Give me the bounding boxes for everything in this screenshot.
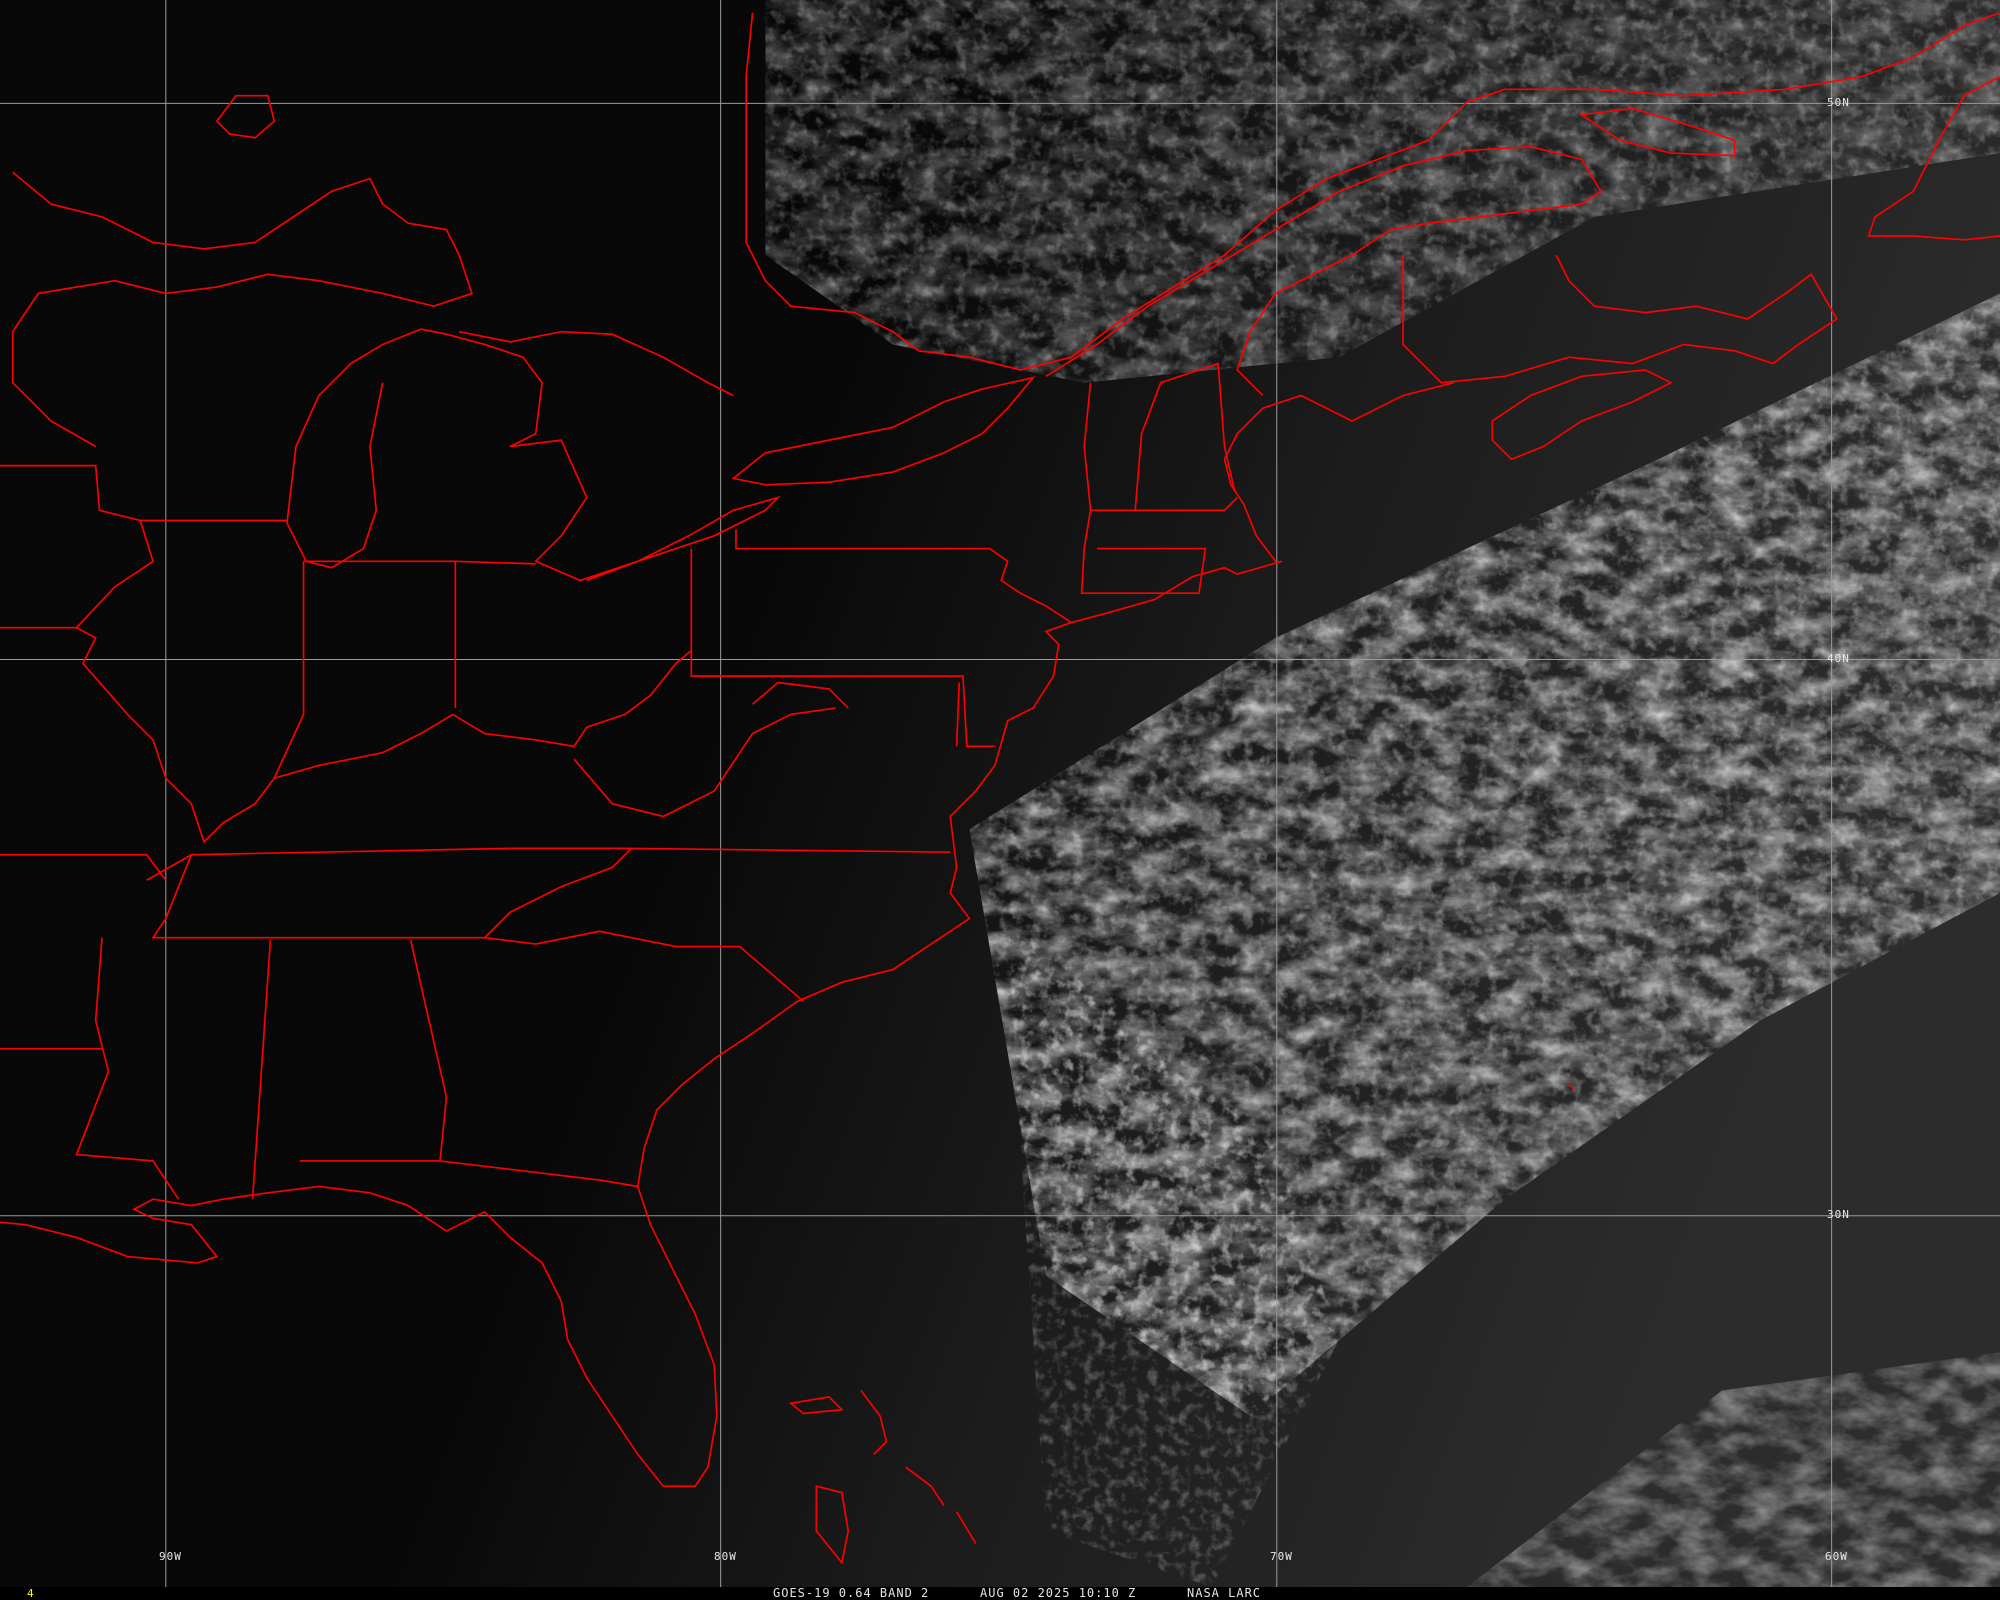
satellite-band-label: GOES-19 0.64 BAND 2 — [773, 1586, 930, 1600]
longitude-label-60w: 60W — [1825, 1550, 1848, 1563]
latitude-label-30n: 30N — [1827, 1208, 1850, 1221]
image-caption-bar: GOES-19 0.64 BAND 2 AUG 02 2025 10:10 Z … — [0, 1587, 2000, 1600]
longitude-label-90w: 90W — [159, 1550, 182, 1563]
datetime-label: AUG 02 2025 10:10 Z — [980, 1586, 1137, 1600]
longitude-label-70w: 70W — [1270, 1550, 1293, 1563]
longitude-label-80w: 80W — [714, 1550, 737, 1563]
latitude-label-40n: 40N — [1827, 652, 1850, 665]
political-boundaries — [0, 11, 2000, 1565]
frame-number: 4 — [27, 1587, 34, 1600]
latitude-label-50n: 50N — [1827, 96, 1850, 109]
source-label: NASA LARC — [1187, 1586, 1262, 1600]
